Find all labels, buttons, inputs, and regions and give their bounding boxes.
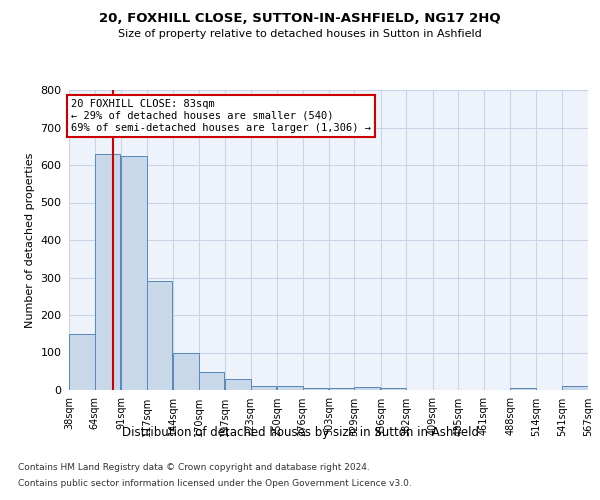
Bar	[251, 386, 276, 390]
Bar	[69, 334, 95, 390]
Bar	[329, 388, 355, 390]
Bar	[225, 379, 251, 390]
Y-axis label: Number of detached properties: Number of detached properties	[25, 152, 35, 328]
Text: Distribution of detached houses by size in Sutton in Ashfield: Distribution of detached houses by size …	[121, 426, 479, 439]
Bar	[355, 387, 380, 390]
Text: Contains HM Land Registry data © Crown copyright and database right 2024.: Contains HM Land Registry data © Crown c…	[18, 464, 370, 472]
Bar	[511, 388, 536, 390]
Bar	[95, 154, 120, 390]
Bar	[302, 388, 328, 390]
Bar	[121, 156, 146, 390]
Bar	[146, 281, 172, 390]
Text: 20 FOXHILL CLOSE: 83sqm
← 29% of detached houses are smaller (540)
69% of semi-d: 20 FOXHILL CLOSE: 83sqm ← 29% of detache…	[71, 100, 371, 132]
Bar	[173, 352, 199, 390]
Bar	[199, 372, 224, 390]
Bar	[562, 386, 588, 390]
Bar	[381, 388, 406, 390]
Bar	[277, 386, 302, 390]
Text: Contains public sector information licensed under the Open Government Licence v3: Contains public sector information licen…	[18, 478, 412, 488]
Text: 20, FOXHILL CLOSE, SUTTON-IN-ASHFIELD, NG17 2HQ: 20, FOXHILL CLOSE, SUTTON-IN-ASHFIELD, N…	[99, 12, 501, 26]
Text: Size of property relative to detached houses in Sutton in Ashfield: Size of property relative to detached ho…	[118, 29, 482, 39]
